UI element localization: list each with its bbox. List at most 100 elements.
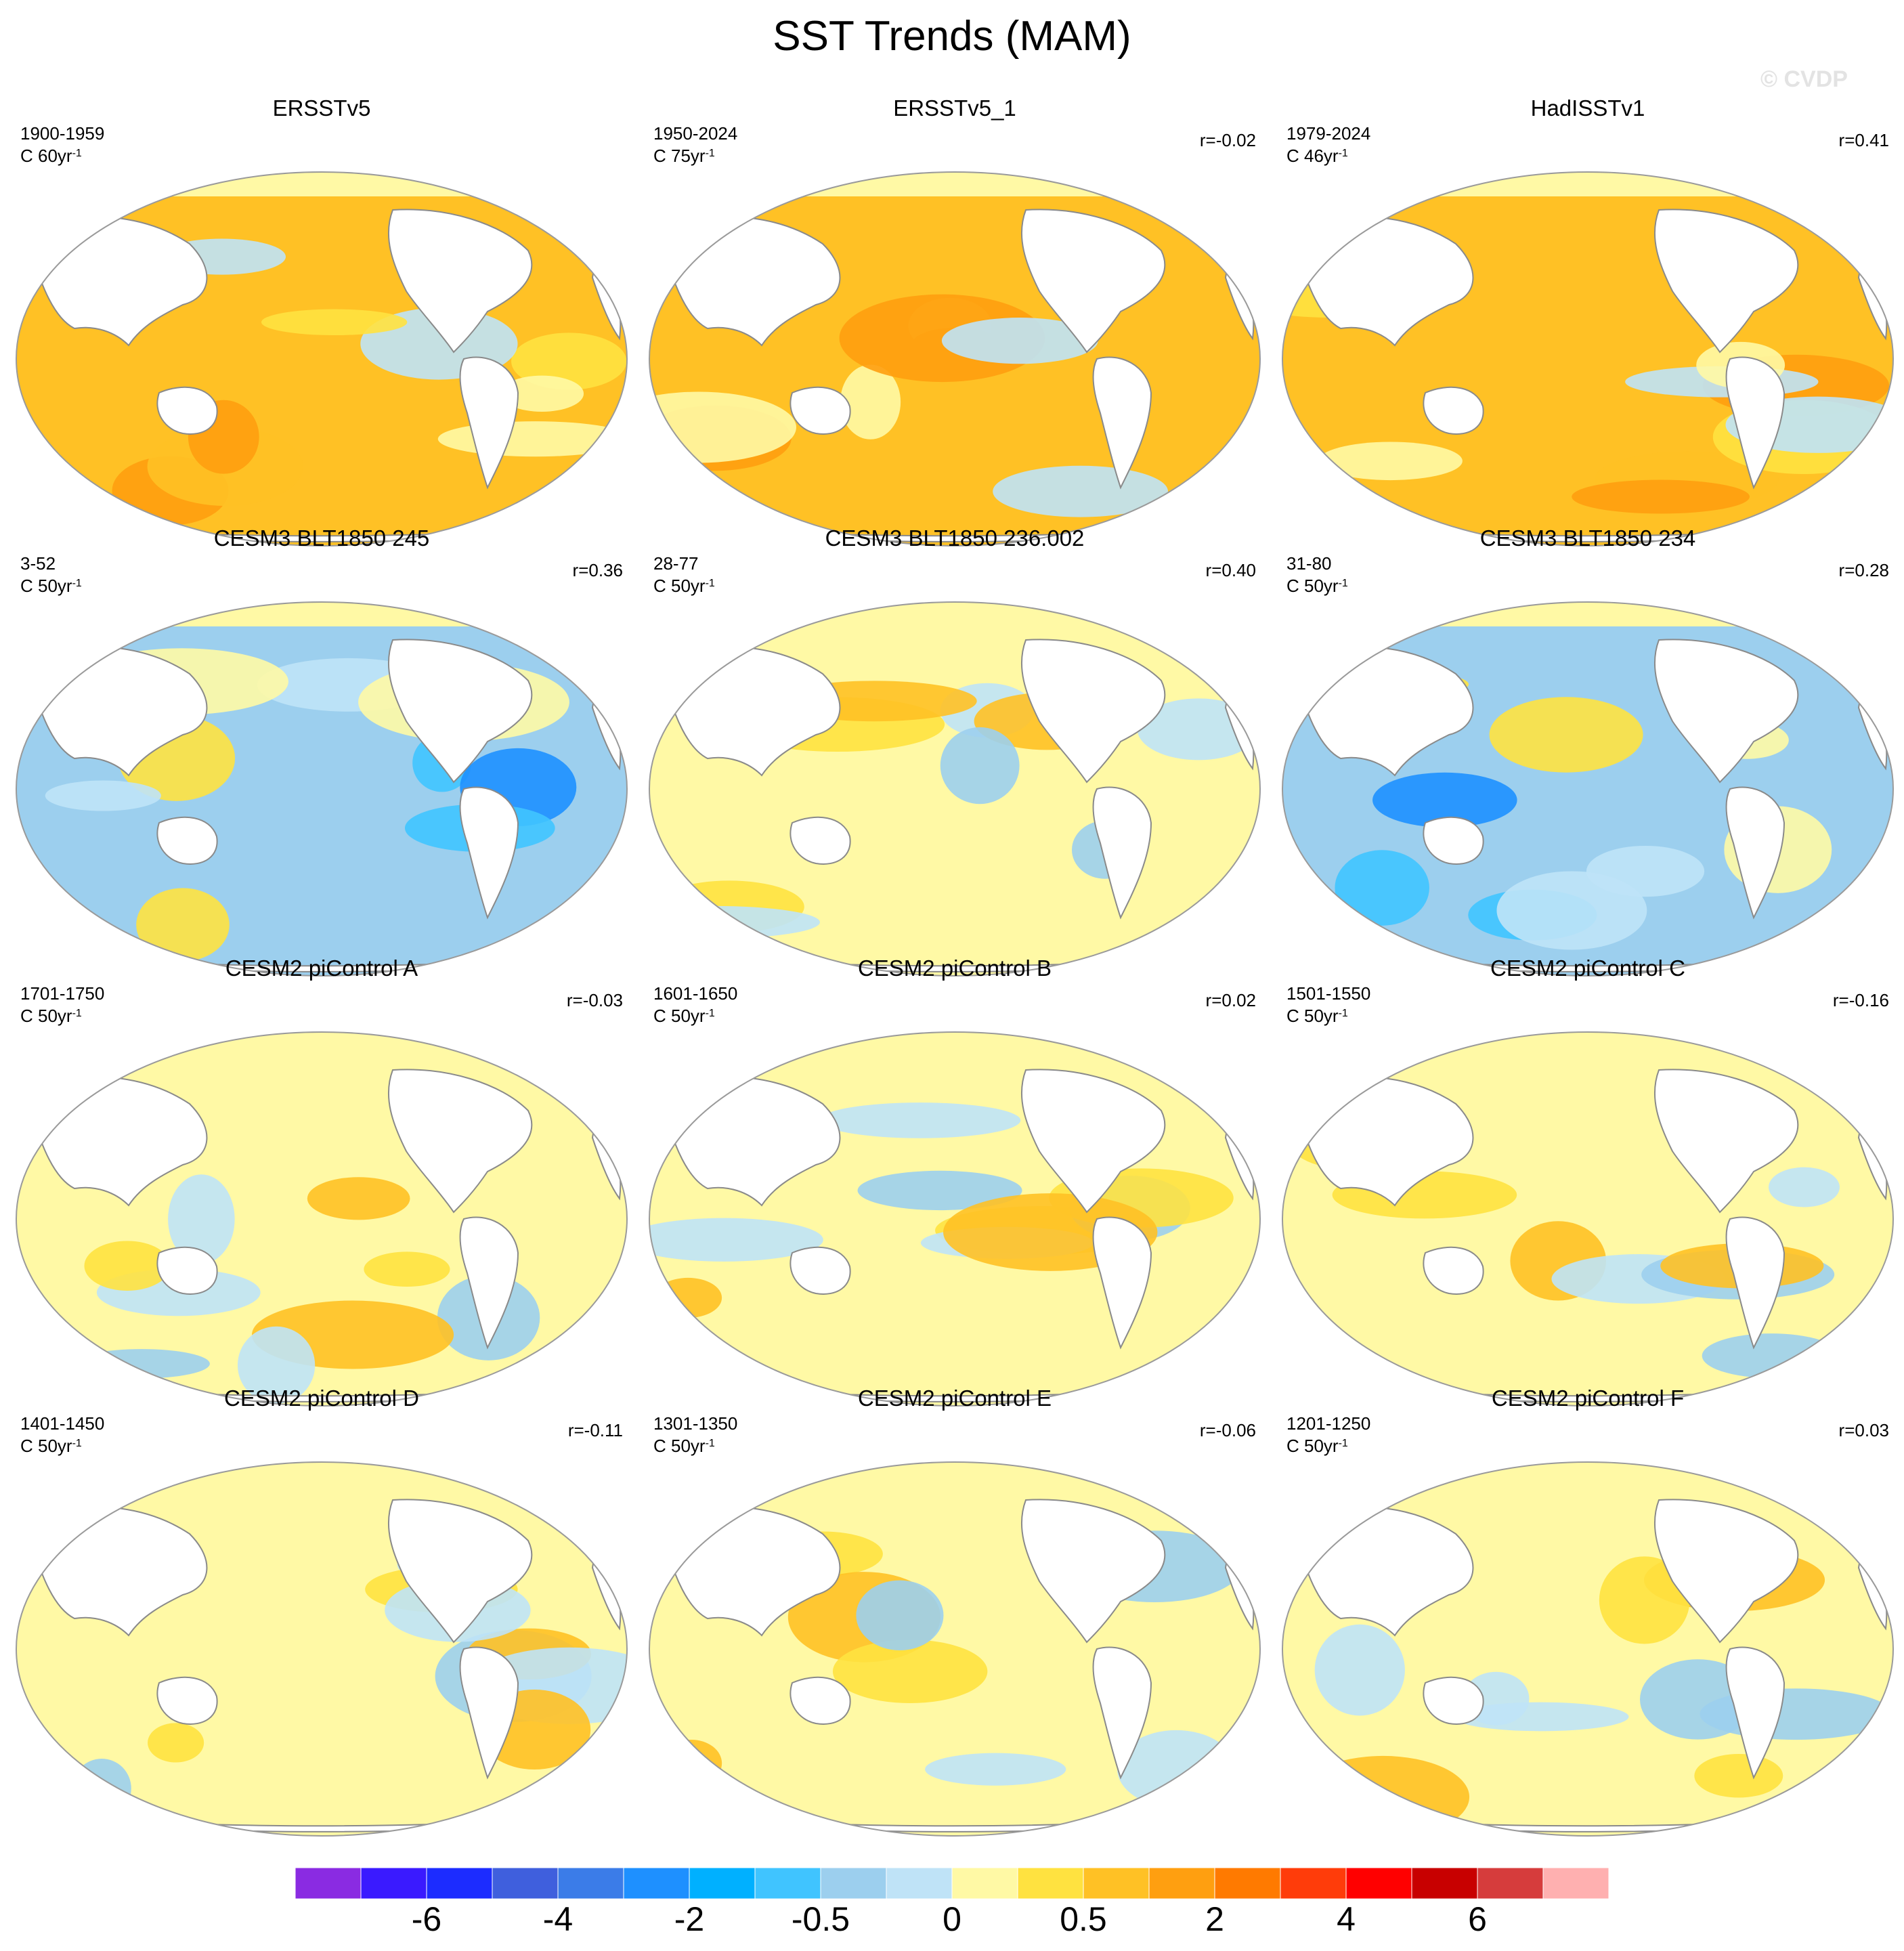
colorbar-swatch xyxy=(886,1868,953,1899)
panel-period: 1601-1650 xyxy=(653,983,738,1004)
panel-correlation: r=0.03 xyxy=(1838,1420,1889,1440)
units-value: 50yr xyxy=(1304,1436,1339,1456)
landmass xyxy=(666,1076,841,1207)
panel-correlation: r=0.40 xyxy=(1205,560,1256,580)
landmass xyxy=(1299,216,1474,347)
units-value: 50yr xyxy=(1304,576,1339,596)
colorbar-swatch xyxy=(1411,1868,1478,1899)
units-value: 50yr xyxy=(38,576,72,596)
landmass xyxy=(33,216,208,347)
trend-contour xyxy=(364,1251,450,1287)
panel-units: C 50yr-1 xyxy=(653,1004,715,1026)
map-border xyxy=(16,601,628,977)
panel-title: CESM2 piControl A xyxy=(225,956,418,981)
trend-contour xyxy=(84,1241,171,1291)
panel-title: CESM3 BLT1850 234 xyxy=(1479,526,1696,551)
units-prefix: C xyxy=(1286,1006,1304,1026)
landmass xyxy=(459,1646,519,1780)
units-value: 50yr xyxy=(671,576,706,596)
map-panel: CESM2 piControl B 1601-1650 C 50yr-1 r=0.02 xyxy=(640,955,1270,1407)
landmass xyxy=(1299,1506,1474,1637)
colorbar-swatch xyxy=(1542,1868,1609,1899)
colorbar-tick-label: -6 xyxy=(411,1900,442,1938)
landmass xyxy=(1299,646,1474,777)
colorbar-tick-label: -0.5 xyxy=(791,1900,850,1938)
map-border xyxy=(16,1461,628,1837)
map-panel: ERSSTv5_1 1950-2024 C 75yr-1 r=-0.02 xyxy=(640,95,1270,546)
landmass xyxy=(33,646,208,777)
units-value: 50yr xyxy=(38,1436,72,1456)
colorbar-swatch xyxy=(689,1868,756,1899)
sst-trend-map xyxy=(649,601,1261,977)
units-prefix: C xyxy=(653,576,671,596)
trend-contour xyxy=(45,780,161,811)
trend-contour xyxy=(237,1326,316,1404)
map-panel: CESM2 piControl C 1501-1550 C 50yr-1 r=-0.1… xyxy=(1273,955,1903,1407)
arctic-band xyxy=(16,1032,627,1056)
trend-contour xyxy=(857,1170,1022,1211)
colorbar-swatch xyxy=(360,1868,427,1899)
trend-contour xyxy=(654,1277,722,1318)
units-exponent: -1 xyxy=(1338,148,1348,159)
landmass xyxy=(666,216,841,347)
trend-contour xyxy=(511,333,627,390)
trend-contour xyxy=(148,1723,204,1763)
sst-trend-map xyxy=(16,601,628,977)
panel-period: 1201-1250 xyxy=(1286,1413,1371,1434)
units-prefix: C xyxy=(20,1436,38,1456)
panel-title: CESM3 BLT1850 245 xyxy=(213,526,430,551)
units-value: 50yr xyxy=(671,1006,706,1026)
panel-title: CESM2 piControl C xyxy=(1490,956,1685,981)
landmass xyxy=(1020,1069,1166,1214)
landmass xyxy=(789,386,851,435)
colorbar-tick-label: 0 xyxy=(943,1900,961,1938)
map-panel: CESM2 piControl D 1401-1450 C 50yr-1 r=-0.1… xyxy=(7,1385,636,1837)
panel-correlation: r=-0.11 xyxy=(567,1420,623,1440)
colorbar-swatch xyxy=(951,1868,1018,1899)
landmass xyxy=(387,639,533,784)
panel-correlation: r=0.28 xyxy=(1838,560,1889,580)
landmass xyxy=(1423,1676,1484,1725)
landmass xyxy=(1653,209,1799,353)
panel-title: CESM2 piControl B xyxy=(857,956,1052,981)
colorbar-tick-label: -2 xyxy=(674,1900,705,1938)
colorbar-swatch xyxy=(1017,1868,1084,1899)
trend-contour xyxy=(136,888,230,962)
panel-title: ERSSTv5_1 xyxy=(893,95,1016,121)
landmass xyxy=(1299,1076,1474,1207)
units-value: 50yr xyxy=(38,1006,72,1026)
panel-units: C 46yr-1 xyxy=(1286,144,1348,166)
colorbar-tick-label: 4 xyxy=(1337,1900,1356,1938)
landmass xyxy=(1423,386,1484,435)
arctic-band xyxy=(1282,1462,1893,1486)
sst-trend-map xyxy=(649,171,1261,546)
panel-title: HadISSTv1 xyxy=(1530,95,1645,121)
map-panel: ERSSTv5 1900-1959 C 60yr-1 xyxy=(7,95,636,546)
units-exponent: -1 xyxy=(705,1008,715,1019)
units-prefix: C xyxy=(1286,146,1304,166)
landmass xyxy=(1725,356,1786,490)
map-panel: CESM2 piControl F 1201-1250 C 50yr-1 r=0.03 xyxy=(1273,1385,1903,1837)
panel-period: 1501-1550 xyxy=(1286,983,1371,1004)
trend-contour xyxy=(72,1758,131,1819)
trend-contour xyxy=(1694,1754,1783,1798)
trend-contour xyxy=(940,727,1020,805)
panel-period: 3-52 xyxy=(20,553,56,574)
colorbar-swatch xyxy=(492,1868,559,1899)
trend-contour xyxy=(941,318,1098,364)
units-exponent: -1 xyxy=(1338,1008,1348,1019)
landmass xyxy=(459,786,519,920)
trend-contour xyxy=(168,1174,235,1264)
map-border xyxy=(1282,1461,1894,1837)
panel-units: C 50yr-1 xyxy=(653,574,715,596)
units-value: 50yr xyxy=(1304,1006,1339,1026)
panel-correlation: r=-0.03 xyxy=(566,990,623,1010)
landmass xyxy=(666,1506,841,1637)
arctic-band xyxy=(16,172,627,196)
units-value: 60yr xyxy=(38,146,72,166)
arctic-band xyxy=(1282,172,1893,196)
units-prefix: C xyxy=(20,1006,38,1026)
trend-contour xyxy=(1318,442,1463,481)
landmass xyxy=(1020,1499,1166,1644)
panel-correlation: r=-0.06 xyxy=(1199,1420,1256,1440)
